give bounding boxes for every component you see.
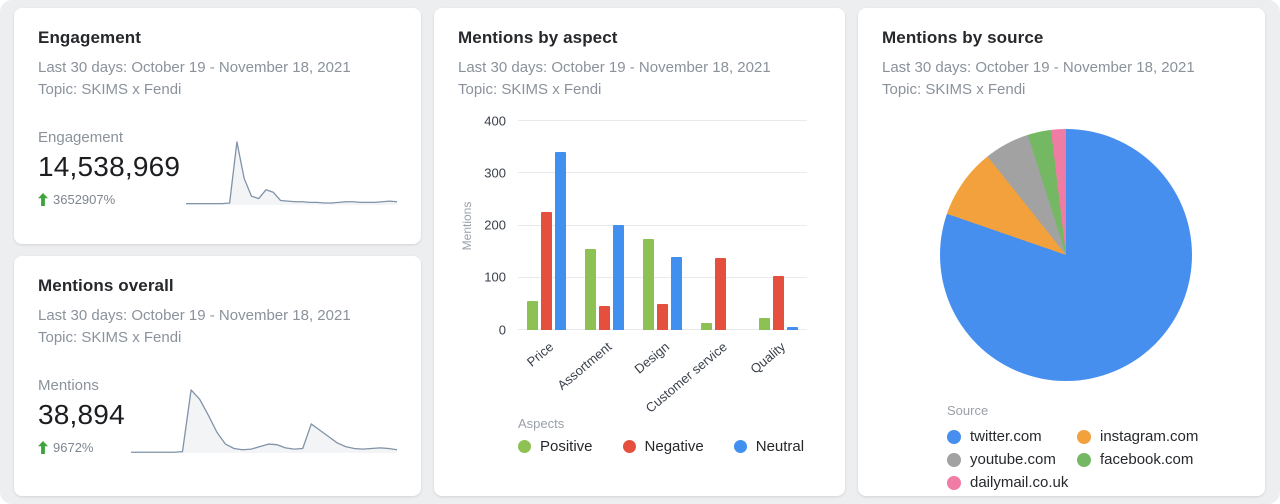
legend-label: youtube.com [970, 451, 1056, 468]
source-card-title: Mentions by source [882, 28, 1044, 47]
bar-negative-design[interactable] [656, 303, 668, 330]
bar-positive-design[interactable] [642, 238, 654, 330]
bar-positive-customer-service[interactable] [700, 323, 712, 330]
mentions-metric-value: 38,894 [38, 399, 125, 430]
bar-neutral-assortment[interactable] [613, 224, 625, 330]
legend-label: instagram.com [1100, 428, 1199, 445]
legend-label: twitter.com [970, 428, 1042, 445]
y-tick-label: 100 [484, 269, 506, 285]
engagement-stat-row: Engagement 14,538,969 3652907% [38, 129, 397, 207]
mentions-sparkline [130, 385, 397, 455]
bar-group-design: Design [631, 121, 692, 377]
bar-group-assortment: Assortment [554, 121, 634, 393]
aspect-card-title: Mentions by aspect [458, 28, 618, 47]
aspect-legend-items: Positive Negative Neutral [518, 438, 821, 455]
gridline-100: 100 [484, 270, 807, 285]
bar-group-price: Price [518, 121, 576, 370]
source-topic: Topic: SKIMS x Fendi [882, 81, 1026, 98]
y-tick-label: 400 [484, 113, 506, 128]
engagement-card: Engagement Last 30 days: October 19 - No… [14, 8, 421, 244]
twitter-com-dot-icon [947, 429, 961, 444]
gridline-300: 300 [484, 165, 807, 180]
up-arrow-icon [38, 193, 48, 206]
aspect-bar-chart: Mentions 0 100 200 300 400 Price Assortment Des… [460, 113, 807, 416]
aspect-topic: Topic: SKIMS x Fendi [458, 81, 602, 98]
bar-neutral-design[interactable] [670, 256, 682, 330]
legend-item-neutral[interactable]: Neutral [733, 438, 805, 455]
engagement-card-subtitle: Last 30 days: October 19 - November 18, … [38, 57, 397, 101]
mentions-overall-stat-block: Mentions 38,894 9672% [38, 377, 125, 455]
engagement-delta: 3652907% [38, 192, 180, 207]
source-legend-items: twitter.com youtube.com dailymail.co.uk ins… [947, 425, 1241, 494]
youtube-com-dot-icon [947, 452, 961, 467]
mentions-overall-stat-row: Mentions 38,894 9672% [38, 377, 397, 455]
engagement-metric-value: 14,538,969 [38, 151, 181, 182]
mentions-by-source-card: Mentions by source Last 30 days: October… [858, 8, 1265, 496]
engagement-card-title: Engagement [38, 28, 142, 47]
legend-label: Negative [644, 438, 704, 455]
mentions-overall-topic: Topic: SKIMS x Fendi [38, 329, 182, 346]
engagement-metric-label: Engagement [38, 129, 124, 146]
bar-negative-quality[interactable] [772, 275, 784, 330]
legend-item-negative[interactable]: Negative [622, 438, 704, 455]
positive-dot-icon [518, 440, 531, 453]
engagement-topic: Topic: SKIMS x Fendi [38, 81, 182, 98]
engagement-sparkline [186, 137, 397, 207]
mentions-by-aspect-card: Mentions by aspect Last 30 days: October… [434, 8, 845, 496]
bar-neutral-price[interactable] [555, 152, 567, 330]
engagement-period: Last 30 days: October 19 - November 18, … [38, 59, 351, 76]
source-legend: Source twitter.com youtube.com dailymail.c… [947, 403, 1241, 494]
aspect-y-axis-label: Mentions [460, 201, 474, 250]
bar-negative-assortment[interactable] [599, 305, 611, 330]
legend-item-instagram-com[interactable]: instagram.com [1077, 428, 1241, 445]
up-arrow-icon [38, 441, 48, 454]
legend-label: facebook.com [1100, 451, 1194, 468]
source-period: Last 30 days: October 19 - November 18, … [882, 59, 1195, 76]
legend-item-dailymail-co-uk[interactable]: dailymail.co.uk [947, 474, 1077, 491]
bar-negative-customer-service[interactable] [714, 258, 726, 330]
mentions-metric-label: Mentions [38, 377, 99, 394]
bar-group-quality: Quality [747, 121, 807, 377]
mentions-overall-card: Mentions overall Last 30 days: October 1… [14, 256, 421, 496]
engagement-delta-value: 3652907% [53, 192, 116, 207]
bar-positive-assortment[interactable] [585, 248, 597, 330]
source-pie-chart[interactable] [940, 129, 1192, 381]
y-tick-label: 200 [484, 217, 506, 233]
mentions-overall-card-subtitle: Last 30 days: October 19 - November 18, … [38, 305, 397, 349]
facebook-com-dot-icon [1077, 452, 1091, 467]
mentions-overall-card-title: Mentions overall [38, 276, 174, 295]
gridline-400: 400 [484, 113, 807, 128]
legend-label: dailymail.co.uk [970, 474, 1069, 491]
bar-positive-quality[interactable] [758, 317, 770, 330]
neutral-dot-icon [733, 440, 747, 453]
negative-dot-icon [622, 440, 636, 453]
legend-item-twitter-com[interactable]: twitter.com [947, 428, 1077, 445]
mentions-delta: 9672% [38, 440, 125, 455]
legend-item-positive[interactable]: Positive [518, 438, 593, 455]
aspect-period: Last 30 days: October 19 - November 18, … [458, 59, 771, 76]
mentions-delta-value: 9672% [53, 440, 94, 455]
aspect-legend: Aspects Positive Negative Neutral [518, 416, 821, 455]
y-tick-label: 300 [484, 165, 506, 181]
engagement-stat-block: Engagement 14,538,969 3652907% [38, 129, 180, 207]
bar-neutral-quality[interactable] [786, 326, 798, 330]
legend-item-facebook-com[interactable]: facebook.com [1077, 451, 1241, 468]
source-legend-title: Source [947, 403, 989, 418]
dailymail-co-uk-dot-icon [947, 475, 961, 490]
bar-negative-price[interactable] [541, 211, 553, 330]
bar-positive-price[interactable] [527, 301, 539, 330]
aspect-card-subtitle: Last 30 days: October 19 - November 18, … [458, 57, 821, 101]
mentions-overall-period: Last 30 days: October 19 - November 18, … [38, 307, 351, 324]
bar-group-customer-service: Customer service [643, 121, 749, 416]
legend-item-youtube-com[interactable]: youtube.com [947, 451, 1077, 468]
instagram-com-dot-icon [1077, 429, 1091, 444]
legend-label: Neutral [755, 438, 805, 455]
gridline-200: 200 [484, 218, 807, 233]
legend-label: Positive [540, 438, 593, 455]
source-card-subtitle: Last 30 days: October 19 - November 18, … [882, 57, 1241, 101]
bar-groups: Price Assortment Design Customer service Qua… [518, 121, 807, 416]
aspect-legend-title: Aspects [518, 416, 565, 431]
y-tick-label: 0 [498, 322, 506, 337]
